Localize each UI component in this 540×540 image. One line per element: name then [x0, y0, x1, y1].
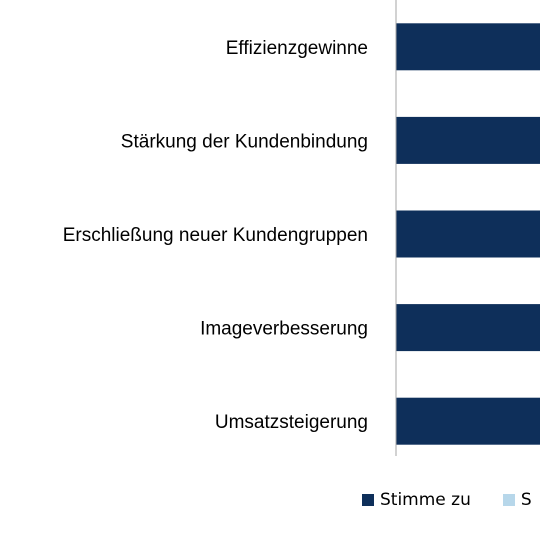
bar-imageverbesserung	[396, 304, 540, 352]
legend: Stimme zu S	[362, 488, 540, 512]
category-label-umsatzsteigerung: Umsatzsteigerung	[215, 412, 368, 433]
legend-swatch-second-series	[502, 494, 515, 506]
category-label-effizienzgewinne: Effizienzgewinne	[226, 38, 368, 59]
legend-label-second-series: S	[520, 490, 532, 510]
bar-effizienzgewinne	[396, 23, 540, 71]
category-label-erschliessung-neuer-kundengruppen: Erschließung neuer Kundengruppen	[63, 225, 368, 246]
legend-item-stimme-zu: Stimme zu	[362, 490, 471, 510]
legend-swatch-stimme-zu	[362, 494, 374, 506]
category-label-imageverbesserung: Imageverbesserung	[200, 319, 368, 340]
category-labels-group: Effizienzgewinne Stärkung der Kundenbindu…	[63, 38, 368, 433]
legend-label-stimme-zu: Stimme zu	[380, 490, 471, 510]
bar-erschliessung-neuer-kundengruppen	[396, 210, 540, 258]
bar-umsatzsteigerung	[396, 397, 540, 445]
legend-item-second-series: S	[502, 490, 532, 510]
category-label-staerkung-der-kundenbindung: Stärkung der Kundenbindung	[121, 131, 368, 152]
bar-staerkung-der-kundenbindung	[396, 116, 540, 164]
bars-group	[396, 23, 540, 445]
